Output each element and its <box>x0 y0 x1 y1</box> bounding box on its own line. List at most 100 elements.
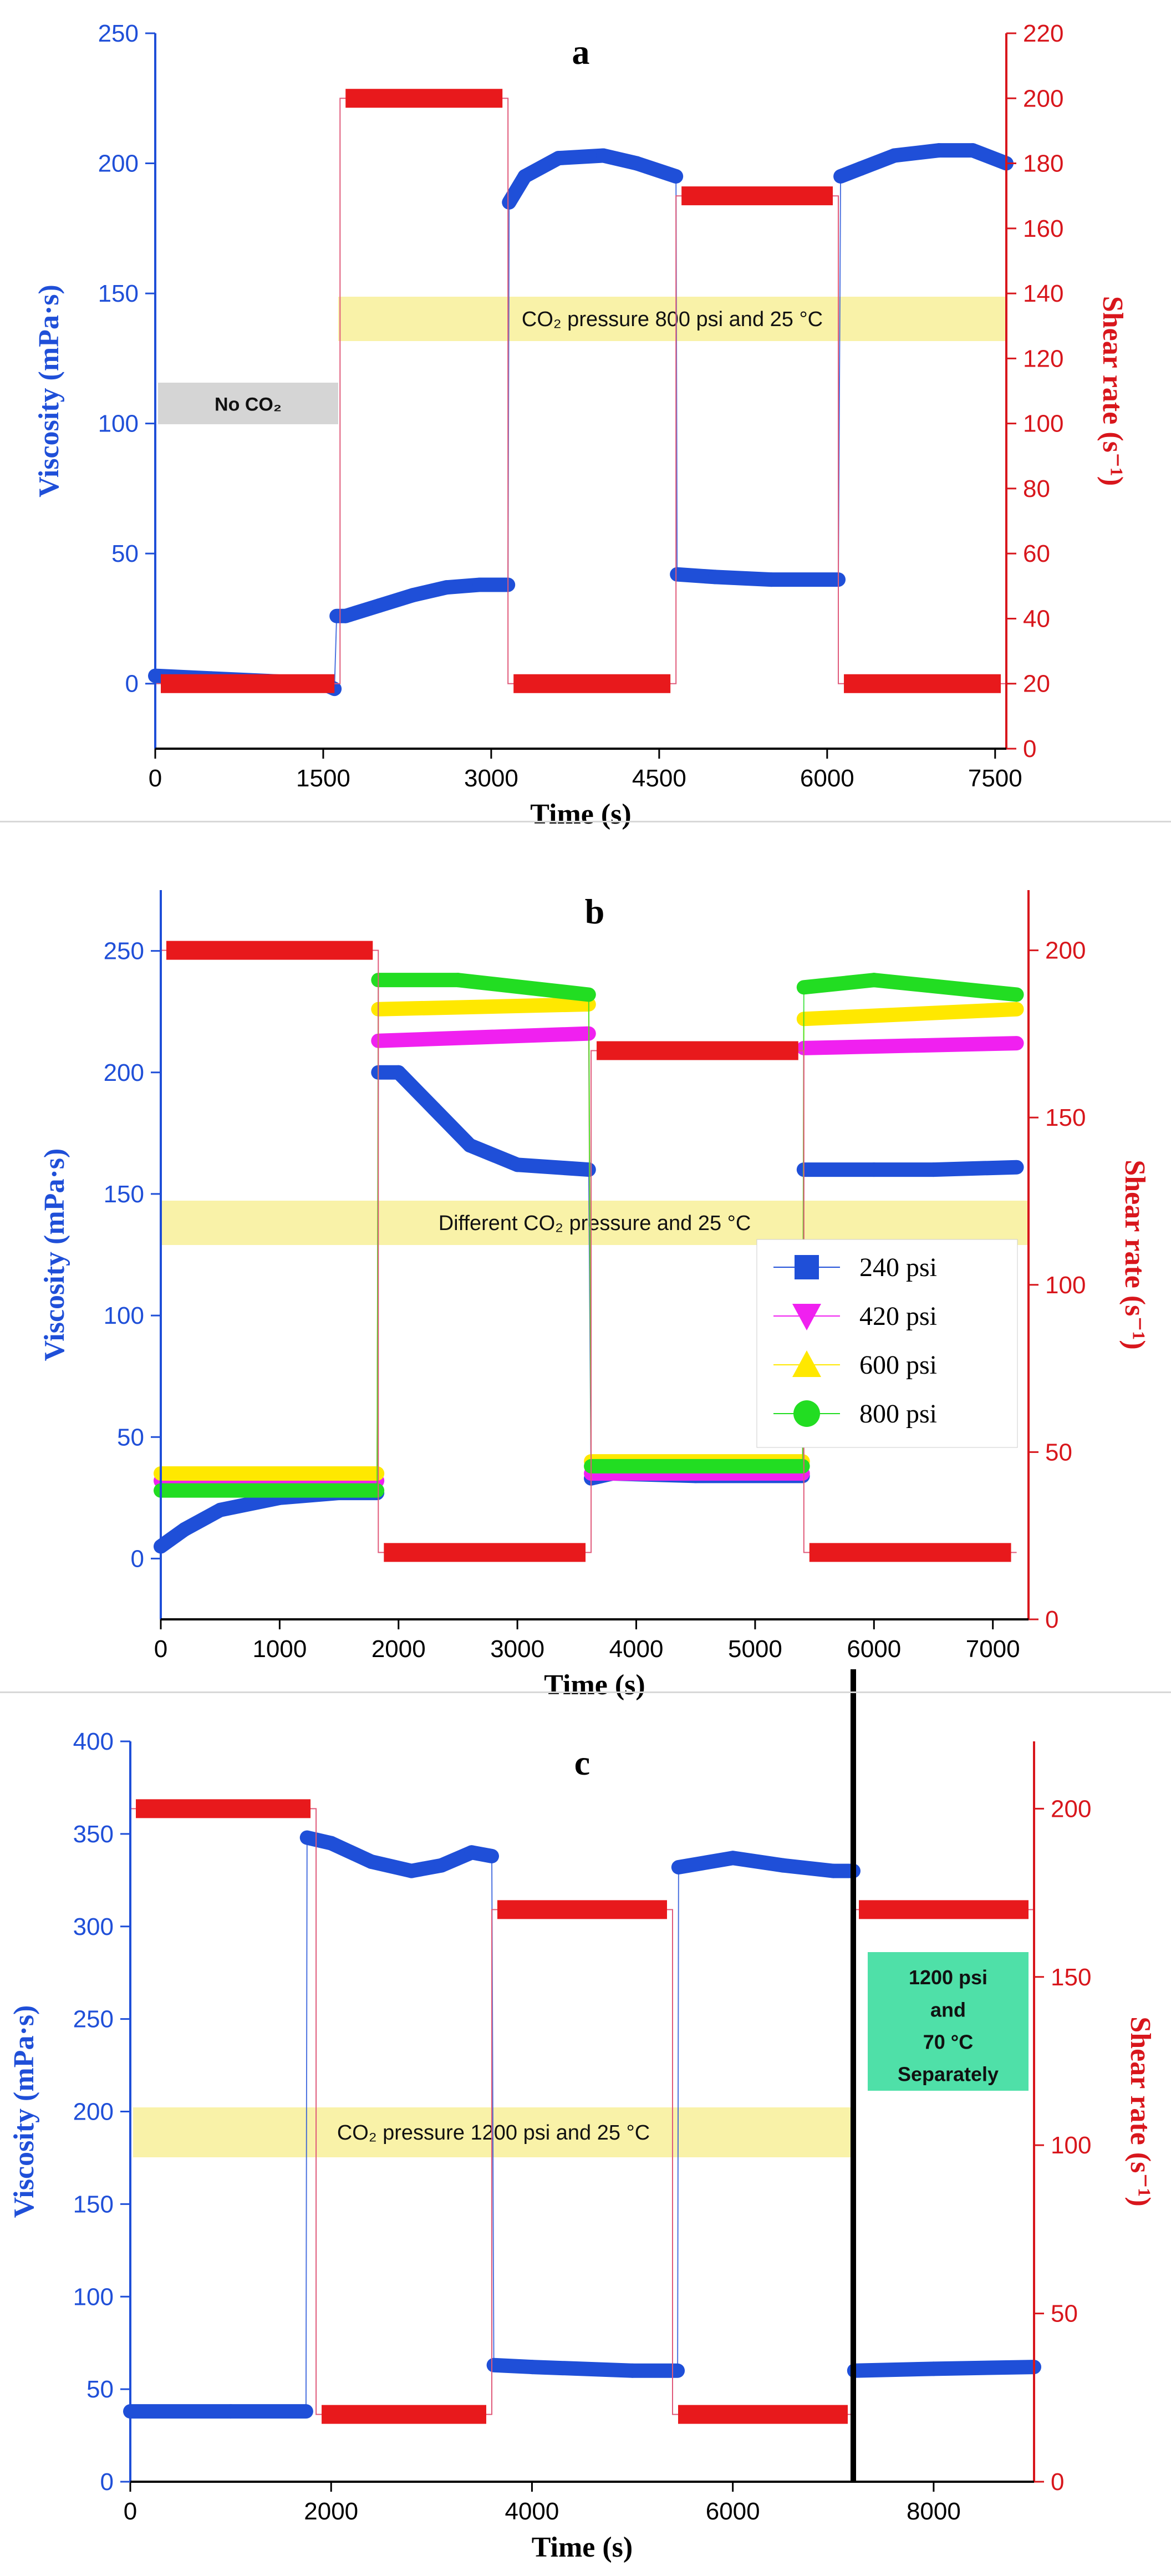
x-axis-title: Time (s) <box>530 799 631 830</box>
y-left-tick-label: 50 <box>86 2376 114 2403</box>
y-left-tick-label: 400 <box>73 1728 114 1755</box>
panel-label: c <box>574 1743 590 1782</box>
legend-marker-circle <box>793 1400 820 1427</box>
y-right-tick-label: 120 <box>1023 345 1063 372</box>
x-axis-title: Time (s) <box>544 1669 645 1701</box>
y-right-tick-label: 160 <box>1023 215 1063 242</box>
panel-separator <box>0 821 1171 822</box>
y-right-tick-label: 200 <box>1051 1795 1091 1822</box>
viscosity-data-Viscosity <box>707 570 778 587</box>
viscosity-data-Viscosity <box>671 1851 740 1874</box>
y-left-tick-label: 50 <box>117 1424 144 1451</box>
legend: 240 psi 420 psi 600 psi 800 psi <box>756 1239 1018 1448</box>
y-axis-left-title: Viscosity (mPa·s) <box>39 1149 70 1361</box>
chart-panel-b: Different CO₂ pressure and 25 °C 0 1000 200… <box>39 890 1150 1701</box>
legend-label: 600 psi <box>859 1350 937 1380</box>
x-tick-label: 0 <box>149 765 162 792</box>
viscosity-data-240-psi <box>510 1157 596 1177</box>
viscosity-data-Viscosity <box>629 156 684 184</box>
panel-separator <box>0 1691 1171 1693</box>
y-left-tick-label: 350 <box>73 1821 114 1848</box>
y-left-tick-label: 100 <box>104 1302 144 1329</box>
viscosity-data-240-psi <box>926 1160 1024 1177</box>
legend-marker-triangle-down <box>792 1304 821 1330</box>
y-right-tick-label: 0 <box>1023 735 1036 763</box>
viscosity-data-420-psi <box>796 1036 1024 1055</box>
annotation-text: Different CO₂ pressure and 25 °C <box>439 1212 751 1235</box>
y-left-tick-label: 0 <box>100 2468 114 2496</box>
viscosity-data-240-psi <box>462 1138 525 1172</box>
viscosity-data-Viscosity <box>551 148 610 166</box>
legend-label: 800 psi <box>859 1399 937 1429</box>
annotation-text: No CO₂ <box>215 394 282 415</box>
viscosity-data-240-psi <box>213 1490 287 1517</box>
y-left-tick-label: 0 <box>125 670 139 698</box>
viscosity-data-Viscosity <box>965 143 1014 171</box>
y-left-tick-label: 150 <box>104 1181 144 1208</box>
y-right-tick-label: 200 <box>1045 937 1086 964</box>
x-tick-label: 4000 <box>609 1635 664 1663</box>
y-left-tick-label: 250 <box>73 2006 114 2033</box>
x-tick-label: 3000 <box>490 1635 544 1663</box>
viscosity-data-800-psi <box>450 973 596 1002</box>
annotation-box <box>161 1201 1029 1245</box>
x-tick-label: 0 <box>154 1635 167 1663</box>
y-right-tick-label: 50 <box>1051 2300 1078 2328</box>
panel-label: b <box>585 892 605 931</box>
x-tick-label: 5000 <box>728 1635 782 1663</box>
legend-label: 420 psi <box>859 1302 937 1331</box>
viscosity-data-Viscosity <box>725 1851 791 1873</box>
x-tick-label: 6000 <box>706 2498 760 2525</box>
legend-marker-square <box>795 1255 819 1279</box>
legend-marker-triangle-up <box>792 1350 821 1377</box>
x-tick-label: 6000 <box>800 765 854 792</box>
annotation-text: CO₂ pressure 800 psi and 25 °C <box>522 308 823 331</box>
y-right-tick-label: 150 <box>1045 1104 1086 1131</box>
y-left-tick-label: 150 <box>73 2191 114 2218</box>
shear-rate-connector <box>161 949 1017 1553</box>
x-tick-label: 3000 <box>464 765 518 792</box>
annotation-text: Separately <box>898 2063 999 2086</box>
y-right-tick-label: 150 <box>1051 1964 1091 1991</box>
x-tick-label: 1000 <box>252 1635 307 1663</box>
x-tick-label: 7500 <box>968 765 1022 792</box>
y-left-tick-label: 100 <box>98 410 139 438</box>
y-right-tick-label: 220 <box>1023 20 1063 47</box>
viscosity-data-Viscosity <box>464 1845 499 1863</box>
annotation-text: 1200 psi <box>909 1966 987 1989</box>
viscosity-data-240-psi <box>427 1101 477 1153</box>
y-right-tick-label: 60 <box>1023 540 1050 567</box>
y-right-tick-label: 100 <box>1045 1272 1086 1299</box>
viscosity-data-Viscosity <box>776 1858 841 1878</box>
viscosity-data-800-psi <box>796 973 882 995</box>
x-tick-label: 8000 <box>907 2498 961 2525</box>
y-right-tick-label: 20 <box>1023 670 1050 698</box>
viscosity-data-240-psi <box>391 1065 442 1116</box>
y-right-tick-label: 140 <box>1023 280 1063 307</box>
y-axis-left-title: Viscosity (mPa·s) <box>33 284 65 497</box>
viscosity-data-420-psi <box>371 1026 596 1048</box>
x-tick-label: 6000 <box>847 1635 901 1663</box>
panel-label: a <box>572 32 590 72</box>
y-left-tick-label: 250 <box>104 938 144 965</box>
viscosity-data-Viscosity <box>324 1836 379 1869</box>
annotation-text: and <box>930 1998 966 2021</box>
y-right-tick-label: 80 <box>1023 475 1050 502</box>
annotation-box <box>868 1952 1029 2091</box>
y-left-tick-label: 150 <box>98 280 139 307</box>
annotation-box <box>158 383 338 424</box>
y-right-tick-label: 180 <box>1023 150 1063 177</box>
viscosity-data-Viscosity <box>926 2360 1041 2376</box>
y-right-tick-label: 40 <box>1023 605 1050 632</box>
y-left-tick-label: 200 <box>98 150 139 177</box>
y-right-tick-label: 200 <box>1023 85 1063 112</box>
y-right-tick-label: 100 <box>1051 2132 1091 2159</box>
x-tick-label: 7000 <box>966 1635 1020 1663</box>
y-left-tick-label: 250 <box>98 20 139 47</box>
viscosity-data-Viscosity <box>847 2361 941 2378</box>
y-axis-right-title: Shear rate (s⁻¹) <box>1119 1160 1150 1349</box>
y-axis-right-title: Shear rate (s⁻¹) <box>1124 2016 1156 2206</box>
